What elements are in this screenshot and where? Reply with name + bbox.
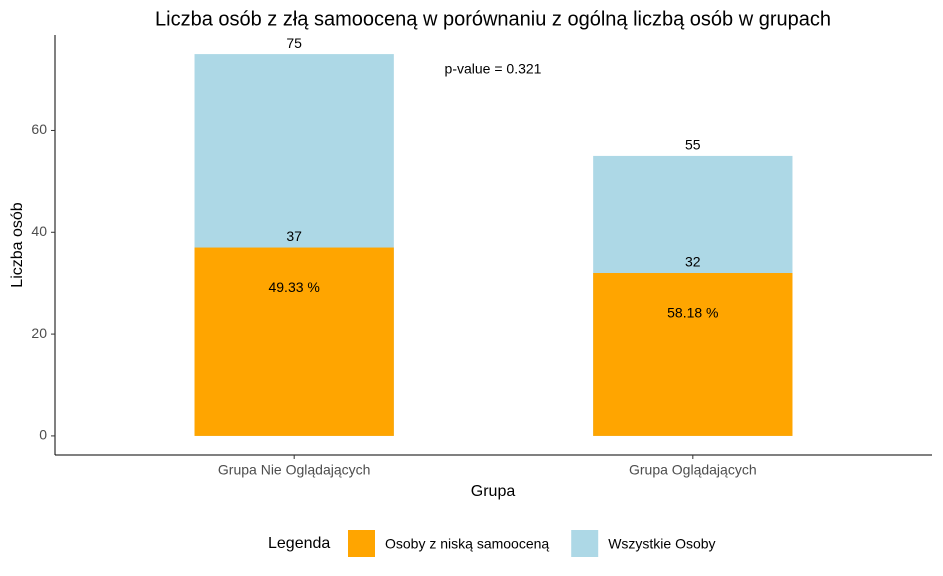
value-label: 75 bbox=[286, 35, 302, 51]
legend-label: Osoby z niską samooceną bbox=[385, 536, 549, 552]
percent-label: 49.33 % bbox=[268, 279, 319, 295]
x-tick-label: Grupa Oglądających bbox=[629, 462, 757, 478]
x-tick-label: Grupa Nie Oglądających bbox=[218, 462, 371, 478]
y-tick-label: 0 bbox=[39, 427, 47, 443]
value-label: 55 bbox=[685, 137, 701, 153]
legend-title: Legenda bbox=[268, 535, 330, 552]
y-tick-label: 40 bbox=[31, 223, 47, 239]
legend-key bbox=[348, 530, 375, 557]
value-label: 37 bbox=[286, 228, 302, 244]
y-tick-label: 20 bbox=[31, 325, 47, 341]
bar bbox=[194, 247, 394, 436]
bar bbox=[593, 273, 793, 436]
chart-title: Liczba osób z złą samooceną w porównaniu… bbox=[155, 8, 831, 30]
legend-key bbox=[571, 530, 599, 557]
legend-label: Wszystkie Osoby bbox=[608, 536, 715, 552]
annotation: p-value = 0.321 bbox=[445, 61, 542, 77]
percent-label: 58.18 % bbox=[667, 305, 718, 321]
x-axis-label: Grupa bbox=[471, 483, 516, 500]
value-label: 32 bbox=[685, 254, 701, 270]
y-tick-label: 60 bbox=[31, 121, 47, 137]
y-axis-label: Liczba osób bbox=[9, 202, 26, 287]
